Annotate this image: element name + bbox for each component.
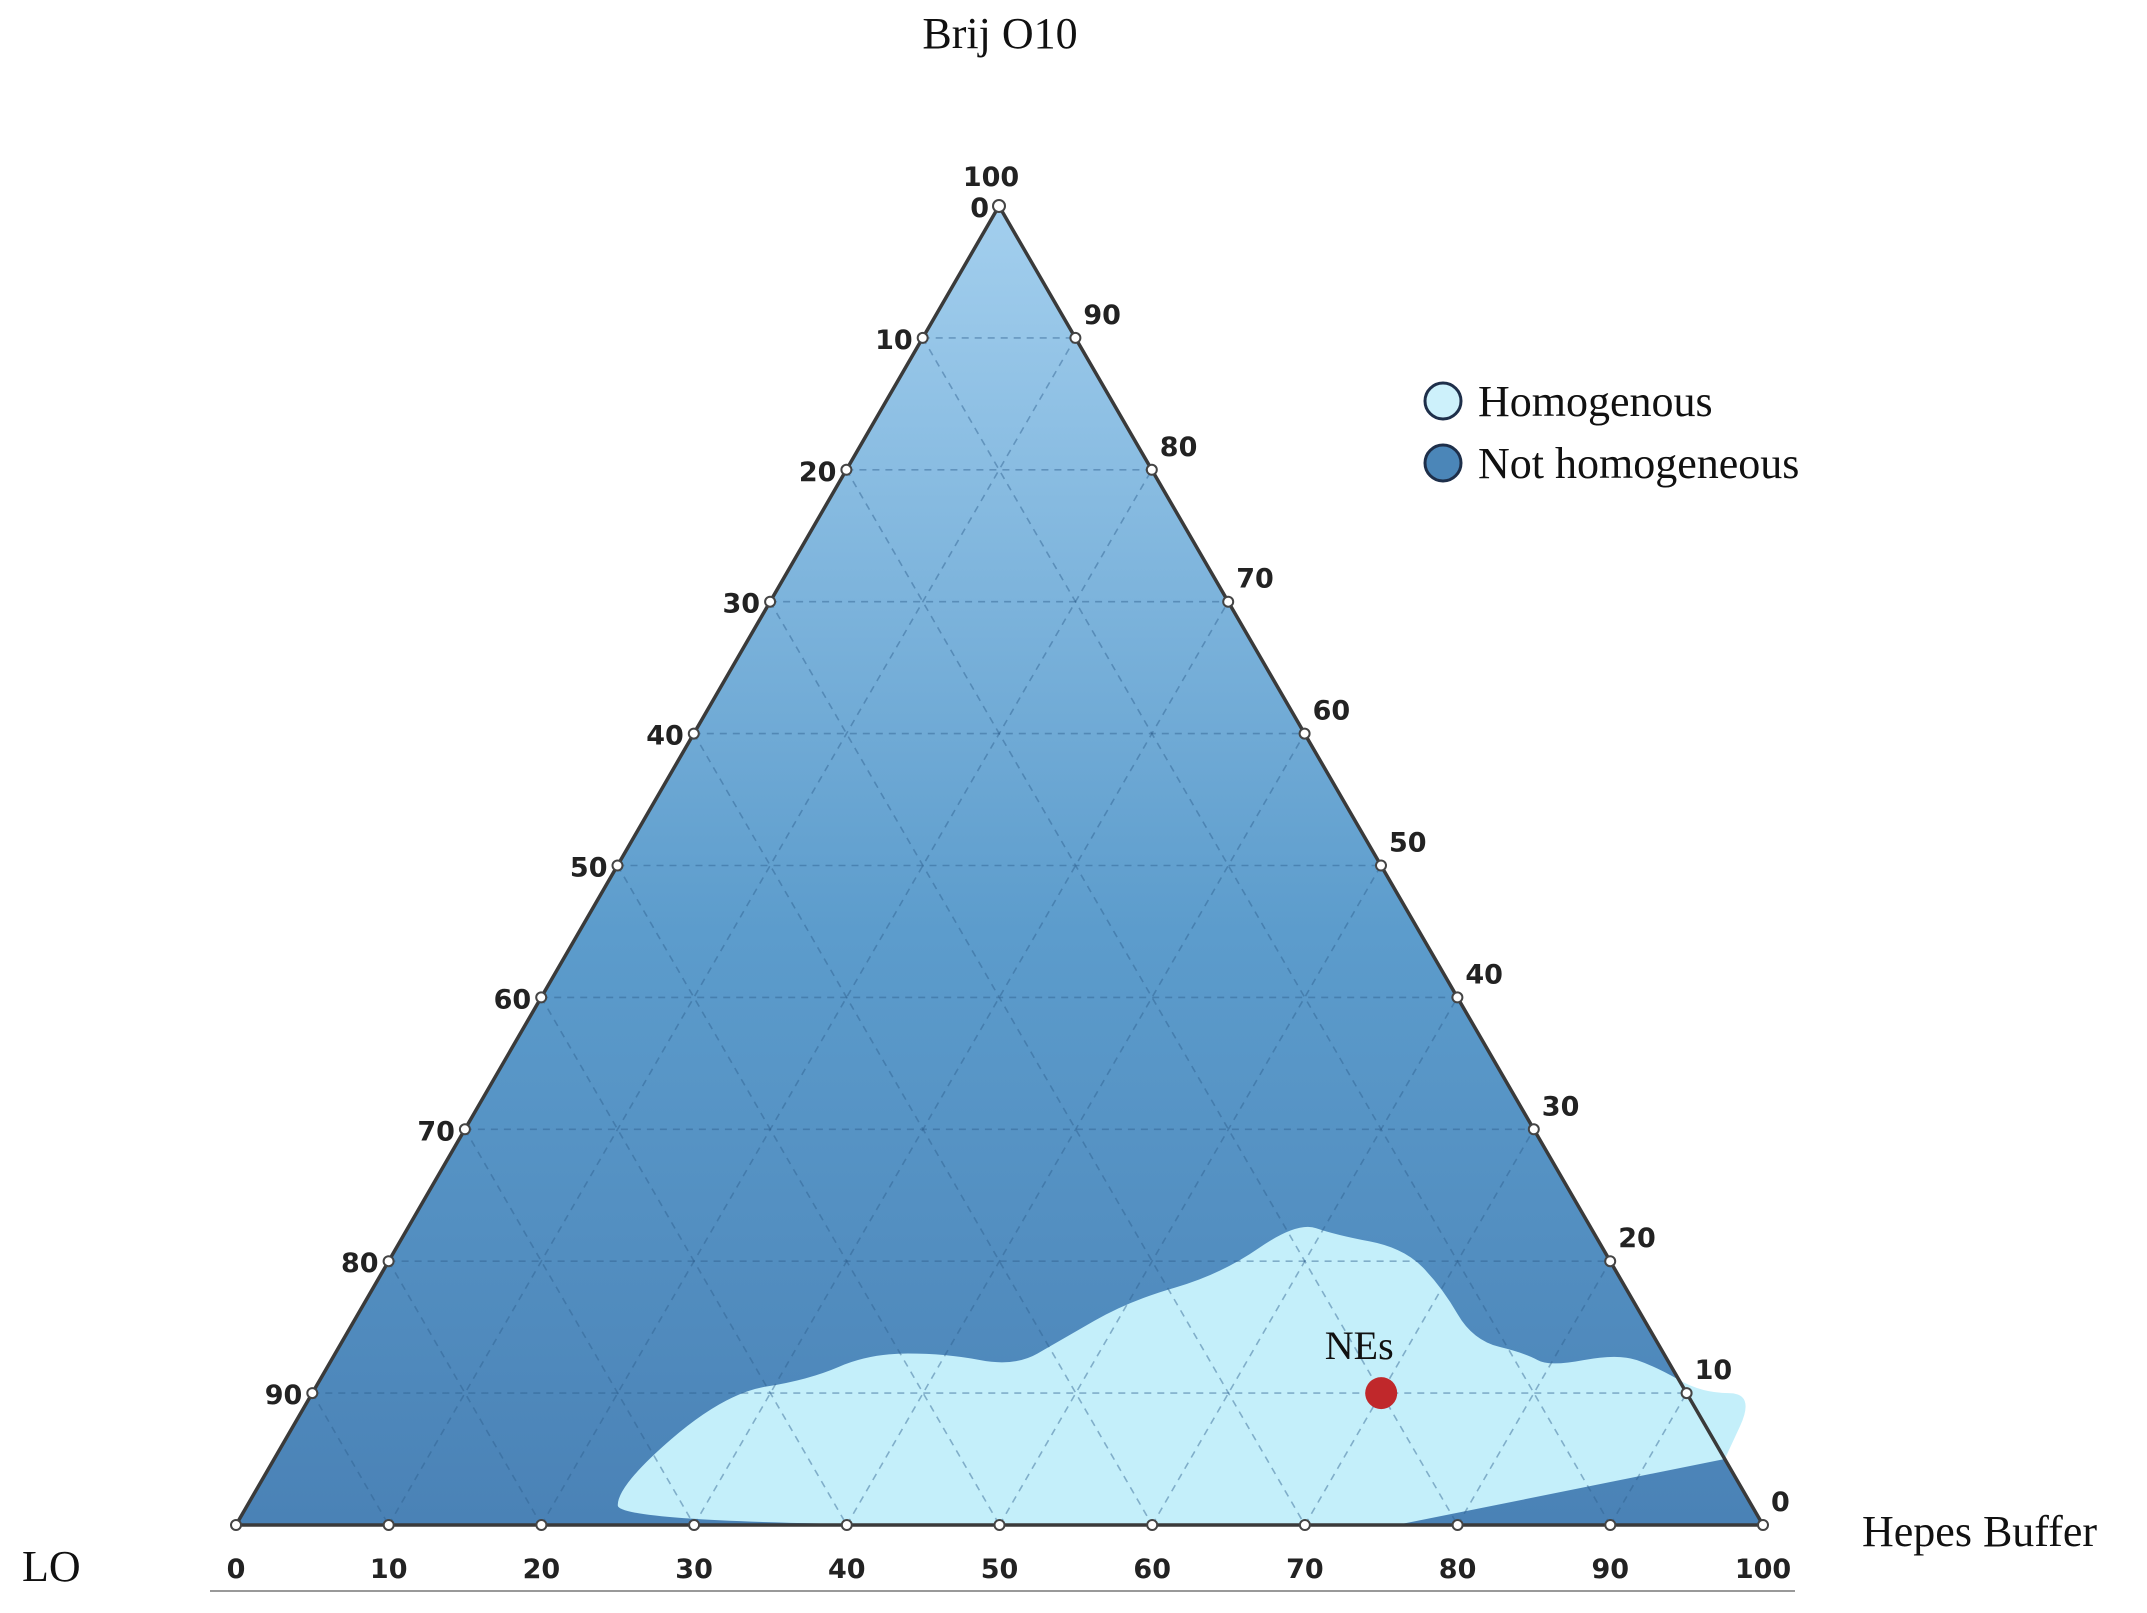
grid-line-hepes [998,865,1382,1526]
tick-marker-bottom [688,1519,701,1531]
tick-marker-bottom [1298,1519,1311,1531]
grid-line-lo [464,1128,695,1526]
tick-marker-left [382,1255,395,1268]
tick-label-right: 10 [1695,1355,1733,1386]
tick-label-left: 40 [646,721,684,752]
tick-label-left: 0 [970,193,989,224]
tick-label-right: 60 [1313,696,1351,727]
tick-marker-right [1375,859,1387,872]
data-point [1365,1377,1398,1410]
tick-label-left: 70 [417,1116,455,1147]
grid-lines [311,337,1688,1526]
grid-line-hepes [693,601,1229,1526]
legend-swatch-homogenous [1423,381,1463,421]
vertex-label-right: Hepes Buffer [1862,1507,2097,1556]
tick-label-left: 20 [799,457,837,488]
tick-marker-right [1527,1123,1540,1136]
vertex-label-left: LO [22,1542,81,1591]
tick-marker-bottom [1146,1519,1159,1531]
tick-label-bottom: 60 [1133,1554,1171,1585]
tick-label-left: 30 [723,589,761,620]
tick-marker-right [1298,727,1311,740]
legend-label-homogenous: Homogenous [1478,377,1713,426]
tick-label-right: 20 [1618,1223,1656,1254]
tick-marker-left [840,463,853,476]
tick-marker-right [1145,463,1158,476]
tick-label-bottom: 30 [675,1554,713,1585]
tick-marker-left [764,595,777,608]
tick-marker-bottom [1757,1519,1769,1531]
tick-marker-left [458,1123,471,1136]
tick-marker-top [992,199,1006,213]
legend-swatch-not-homogeneous [1423,443,1463,483]
tick-label-bottom: 50 [981,1554,1019,1585]
grid-line-lo [540,996,848,1526]
tick-marker-left [535,991,548,1004]
tick-label-bottom: 40 [828,1554,866,1585]
grid-line-lo [769,601,1306,1526]
tick-marker-bottom [535,1519,548,1531]
not-homogeneous-region [236,206,1763,1525]
grid-line-hepes [1151,996,1459,1526]
vertex-label-top: Brij O10 [922,9,1077,58]
grid-line-lo [616,865,1001,1526]
tick-label-right: 30 [1542,1091,1580,1122]
tick-markers [230,199,1769,1531]
tick-label-bottom: 20 [523,1554,561,1585]
tick-label-right: 80 [1160,432,1198,463]
tick-label-left: 60 [494,984,532,1015]
grid-line-lo [693,733,1153,1526]
legend: Homogenous Not homogeneous [1423,377,1799,488]
tick-marker-right [1604,1255,1617,1268]
tick-marker-right [1069,331,1082,344]
tick-marker-bottom [382,1519,395,1531]
tick-marker-right [1680,1387,1693,1400]
tick-marker-left [916,331,929,344]
tick-label-right: 100 [963,162,1019,193]
tick-label-bottom: 80 [1439,1554,1477,1585]
tick-label-left: 80 [341,1248,379,1279]
tick-marker-left [306,1387,319,1400]
tick-marker-bottom [1604,1519,1617,1531]
data-point-label: NEs [1325,1323,1394,1368]
tick-marker-left [611,859,624,872]
tick-label-bottom: 10 [370,1554,408,1585]
tick-marker-bottom [840,1519,853,1531]
tick-label-right: 90 [1083,300,1121,331]
tick-marker-left [687,727,700,740]
tick-label-bottom: 0 [227,1554,246,1585]
tick-label-bottom: 90 [1592,1554,1630,1585]
grid-line-hepes [540,469,1153,1526]
tick-label-right: 40 [1465,959,1503,990]
tick-label-left: 50 [570,853,608,884]
tick-label-right: 70 [1236,564,1274,595]
grid-line-hepes [1304,1128,1535,1526]
tick-label-right: 0 [1771,1487,1790,1518]
tick-label-left: 10 [875,325,913,356]
tick-marker-bottom [230,1519,242,1531]
tick-label-right: 50 [1389,828,1427,859]
tick-marker-bottom [993,1519,1006,1531]
tick-marker-right [1222,595,1235,608]
grid-line-hepes [846,733,1306,1526]
tick-labels: 0 0 0 10 10 10 20 20 20 30 30 30 40 40 40 50 50 50 60 60 60 7… [227,162,1792,1585]
grid-line-lo [845,469,1459,1526]
tick-label-left: 90 [265,1380,303,1411]
tick-label-bottom: 70 [1286,1554,1324,1585]
tick-label-bottom: 100 [1735,1554,1791,1585]
tick-marker-bottom [1451,1519,1464,1531]
tick-marker-right [1451,991,1464,1004]
grid-line-hepes [1456,1260,1611,1526]
homogenous-region [617,1226,1746,1525]
legend-label-not-homogeneous: Not homogeneous [1478,439,1799,488]
